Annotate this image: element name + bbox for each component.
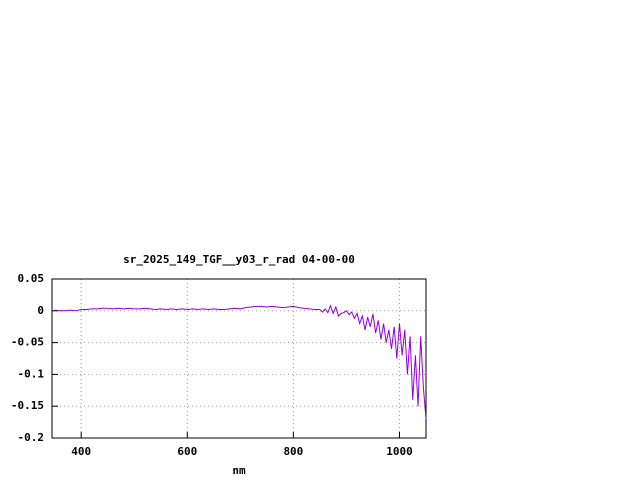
chart-title: sr_2025_149_TGF__y03_r_rad 04-00-00 — [123, 253, 355, 266]
x-axis-label: nm — [232, 464, 246, 477]
y-tick-label: -0.1 — [18, 367, 45, 380]
y-tick-label: -0.05 — [11, 336, 44, 349]
x-tick-label: 400 — [71, 445, 91, 458]
x-tick-label: 1000 — [386, 445, 413, 458]
y-tick-label: 0.05 — [18, 272, 45, 285]
y-tick-label: -0.15 — [11, 399, 44, 412]
plot-frame — [51, 278, 427, 439]
y-tick-label: -0.2 — [18, 431, 45, 444]
data-line — [54, 304, 427, 419]
y-tick-label: 0 — [37, 304, 44, 317]
x-tick-label: 800 — [283, 445, 303, 458]
x-tick-label: 600 — [177, 445, 197, 458]
